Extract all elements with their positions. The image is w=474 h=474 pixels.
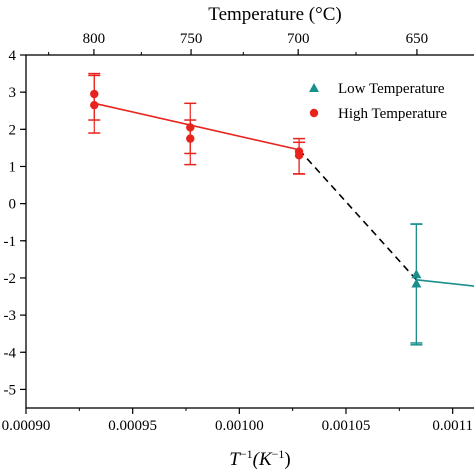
plot-marks <box>88 72 474 346</box>
legend-marker <box>309 108 319 118</box>
y-tick-label: 2 <box>9 122 17 138</box>
data-point <box>294 151 304 160</box>
x-tick-label: 0.0011 <box>432 418 473 434</box>
transition-line <box>298 149 417 281</box>
x-axis-title: T−1(K−1) <box>229 447 290 470</box>
legend-label: High Temperature <box>338 106 447 122</box>
y-tick-label: 0 <box>9 197 17 213</box>
x-tick-label: 0.00095 <box>108 418 157 434</box>
legend-label: Low Temperature <box>338 81 445 97</box>
y-tick-label: 1 <box>9 159 17 175</box>
x-axis-title-exp2: −1 <box>272 447 285 461</box>
x-axis-title-T: T <box>229 449 241 470</box>
y-tick-label: -2 <box>4 271 17 287</box>
x-tick-label: 0.00090 <box>2 418 51 434</box>
legend-marker <box>309 83 319 92</box>
y-tick-label: -5 <box>4 382 17 398</box>
data-point <box>186 134 195 143</box>
y-tick-label: -4 <box>4 345 17 361</box>
x-tick-label: 0.00100 <box>215 418 264 434</box>
axes: 0.00090 0.00095 0.00100 0.00105 0.0011 4 3 2 1 0 -… <box>2 48 474 434</box>
fit-line <box>416 279 474 287</box>
plot-frame <box>25 54 474 409</box>
top-tick-label: 750 <box>180 31 203 47</box>
x-axis-title-exp1: −1 <box>240 447 253 461</box>
y-tick-label: -1 <box>4 234 17 250</box>
top-tick-label: 650 <box>406 31 429 47</box>
top-tick-label: 800 <box>83 31 106 47</box>
x-axis-title-close: ) <box>284 449 290 470</box>
x-axis-title-K: (K <box>253 449 273 470</box>
data-point <box>411 278 422 288</box>
top-temperature-axis: 800750700650600 <box>48 31 429 55</box>
top-axis-title: Temperature (°C) <box>208 4 341 25</box>
fit-line <box>94 102 300 151</box>
y-tick-label: -3 <box>4 308 17 324</box>
x-tick-label: 0.00105 <box>322 418 371 434</box>
y-tick-label: 3 <box>9 85 17 101</box>
legend: Low Temperature High Temperature <box>309 81 447 122</box>
data-point <box>90 100 99 110</box>
y-tick-label: 4 <box>9 48 17 64</box>
top-tick-label: 700 <box>287 31 310 47</box>
